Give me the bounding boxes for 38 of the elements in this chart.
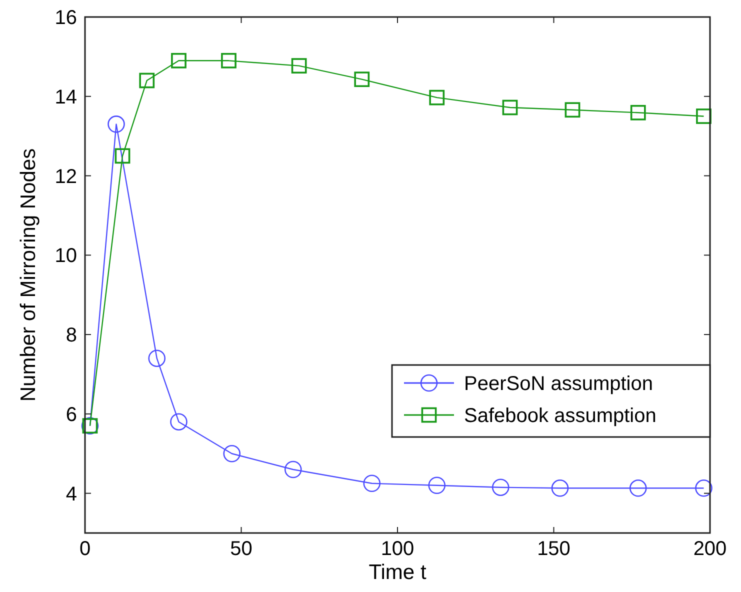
point [291, 58, 307, 74]
point [171, 52, 186, 68]
point [429, 90, 445, 106]
point [630, 104, 646, 120]
point [354, 72, 370, 88]
y-tick-label: 6 [66, 404, 77, 426]
point [363, 474, 381, 492]
y-axis-title: Number of Mirroring Nodes [17, 148, 40, 402]
point [148, 350, 166, 368]
y-tick-label: 16 [54, 7, 77, 29]
point [696, 108, 712, 124]
point [139, 72, 155, 88]
x-tick-label: 200 [693, 538, 727, 560]
x-tick-label: 0 [79, 538, 91, 560]
y-tick-label: 10 [54, 245, 77, 268]
point [502, 100, 518, 116]
point [492, 478, 510, 496]
legend-label: Safebook assumption [464, 405, 656, 427]
x-tick-label: 100 [380, 538, 414, 560]
x-tick-label: 150 [537, 538, 570, 560]
point [114, 148, 130, 164]
point [564, 102, 580, 118]
point [108, 116, 125, 133]
y-tick-label: 8 [66, 324, 77, 347]
point [551, 480, 569, 497]
point [170, 413, 188, 431]
legend-label: PeerSoN assumption [464, 373, 653, 395]
x-axis-title: Time t [368, 561, 426, 584]
point [629, 480, 647, 497]
point [428, 476, 446, 494]
point [284, 460, 302, 478]
y-tick-label: 4 [66, 483, 77, 506]
x-tick-label: 50 [230, 538, 252, 560]
y-tick-label: 12 [54, 166, 77, 188]
point [223, 444, 241, 462]
point [221, 52, 236, 68]
y-tick-label: 14 [54, 86, 77, 108]
point [695, 480, 712, 497]
